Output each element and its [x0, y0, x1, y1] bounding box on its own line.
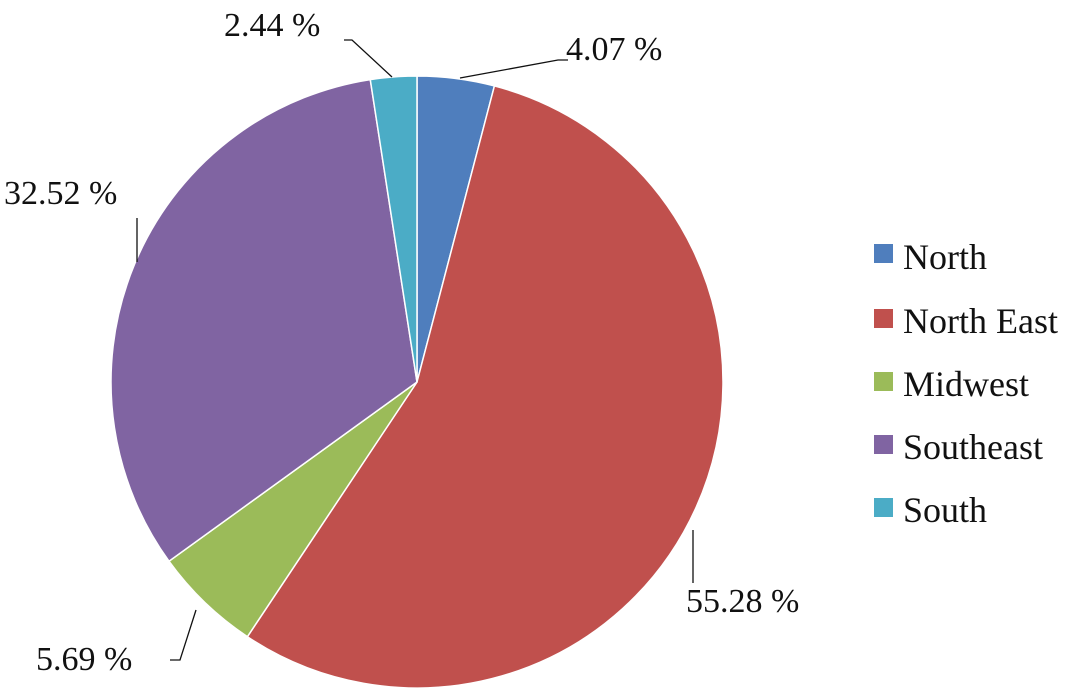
pie-slice-southeast	[110, 78, 418, 563]
legend-label-southeast: Southeast	[903, 427, 1043, 467]
label-leader-lines	[136, 39, 694, 661]
legend-label-north: North	[903, 237, 987, 277]
legend: North North East Midwest Southeast South	[874, 237, 1058, 530]
legend-swatch-north	[874, 244, 893, 263]
legend-swatch-midwest	[874, 372, 893, 391]
data-label-south: 2.44 %	[224, 7, 320, 44]
data-label-north-east: 55.28 %	[686, 583, 799, 620]
pie-slices	[110, 75, 724, 689]
leader-line-south	[344, 39, 393, 78]
data-labels: 4.07 % 55.28 % 5.69 % 32.52 % 2.44 %	[4, 7, 799, 678]
data-label-north: 4.07 %	[566, 31, 662, 68]
data-label-southeast: 32.52 %	[4, 175, 117, 212]
data-label-midwest: 5.69 %	[36, 641, 132, 678]
legend-swatch-southeast	[874, 435, 893, 454]
legend-swatch-south	[874, 498, 893, 517]
leader-line-midwest	[170, 609, 197, 661]
pie-slice-north-east	[246, 85, 724, 689]
legend-label-south: South	[903, 490, 987, 530]
legend-swatch-north-east	[874, 309, 893, 328]
leader-line-north	[459, 59, 568, 79]
legend-label-north-east: North East	[903, 301, 1058, 341]
legend-label-midwest: Midwest	[903, 364, 1029, 404]
pie-slice-south	[369, 75, 418, 383]
